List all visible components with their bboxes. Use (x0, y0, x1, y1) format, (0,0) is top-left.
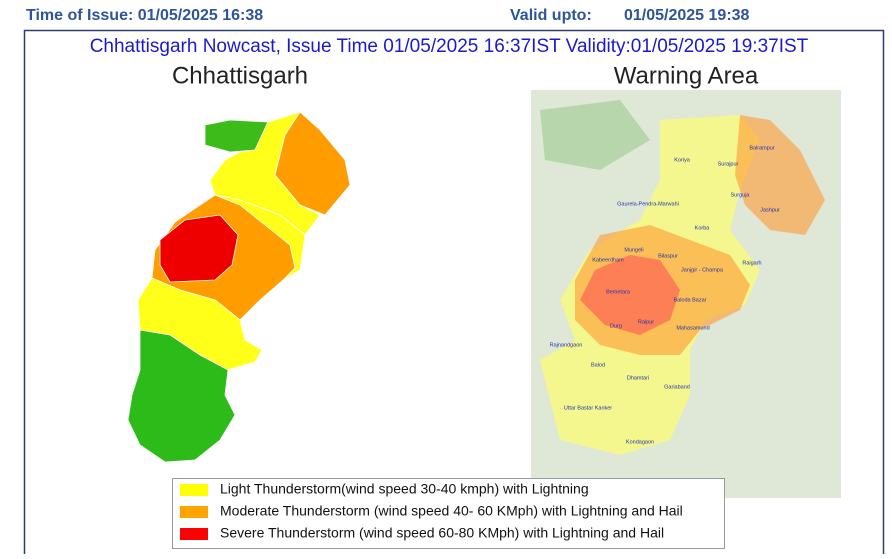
district-label: Mahasamund (676, 325, 709, 331)
valid-label: Valid upto: (510, 7, 592, 24)
legend-label: Light Thunderstorm(wind speed 30-40 kmph… (220, 481, 589, 497)
legend-label: Severe Thunderstorm (wind speed 60-80 KM… (220, 525, 664, 541)
right-map (531, 90, 841, 498)
district-label: Kondagaon (626, 439, 654, 445)
district-label: Gaurela-Pendra-Marwahi (617, 201, 679, 207)
left-map-title: Chhattisgarh (172, 62, 308, 89)
district-label: Raigarh (742, 260, 761, 266)
legend-swatch (180, 528, 208, 540)
district-label: Rajnandgaon (550, 342, 583, 348)
district-label: Kabeerdham (592, 257, 624, 263)
title: Chhattisgarh Nowcast, Issue Time 01/05/2… (90, 36, 809, 57)
district-label: Janjgir - Champa (681, 267, 724, 273)
district-label: Baloda Bazar (673, 297, 706, 303)
district-label: Surajpur (718, 161, 739, 167)
district-label: Bemetara (606, 289, 631, 295)
district-label: Bilaspur (658, 253, 678, 259)
district-label: Uttar Bastar Kanker (564, 405, 612, 411)
district-label: Surguja (731, 192, 751, 198)
valid-time: 01/05/2025 19:38 (624, 7, 750, 24)
district-label: Mungeli (624, 247, 643, 253)
left-map (127, 111, 351, 463)
district-label: Jashpur (760, 207, 780, 213)
district-label: Balrampur (749, 145, 775, 151)
district-label: Korba (695, 225, 711, 231)
legend-swatch (180, 484, 208, 496)
issue-time: Time of Issue: 01/05/2025 16:38 (26, 7, 263, 24)
district-label: Raipur (638, 319, 654, 325)
district-label: Balod (591, 362, 605, 368)
legend-swatch (180, 506, 208, 518)
right-map-title: Warning Area (614, 62, 759, 89)
frame (23, 29, 885, 559)
district-label: Durg (610, 323, 622, 329)
legend-label: Moderate Thunderstorm (wind speed 40- 60… (220, 503, 683, 519)
district-label: Dhamtari (627, 375, 649, 381)
legend-box (172, 478, 725, 549)
district-label: Gariaband (664, 384, 690, 390)
district-label: Koriya (674, 157, 691, 163)
